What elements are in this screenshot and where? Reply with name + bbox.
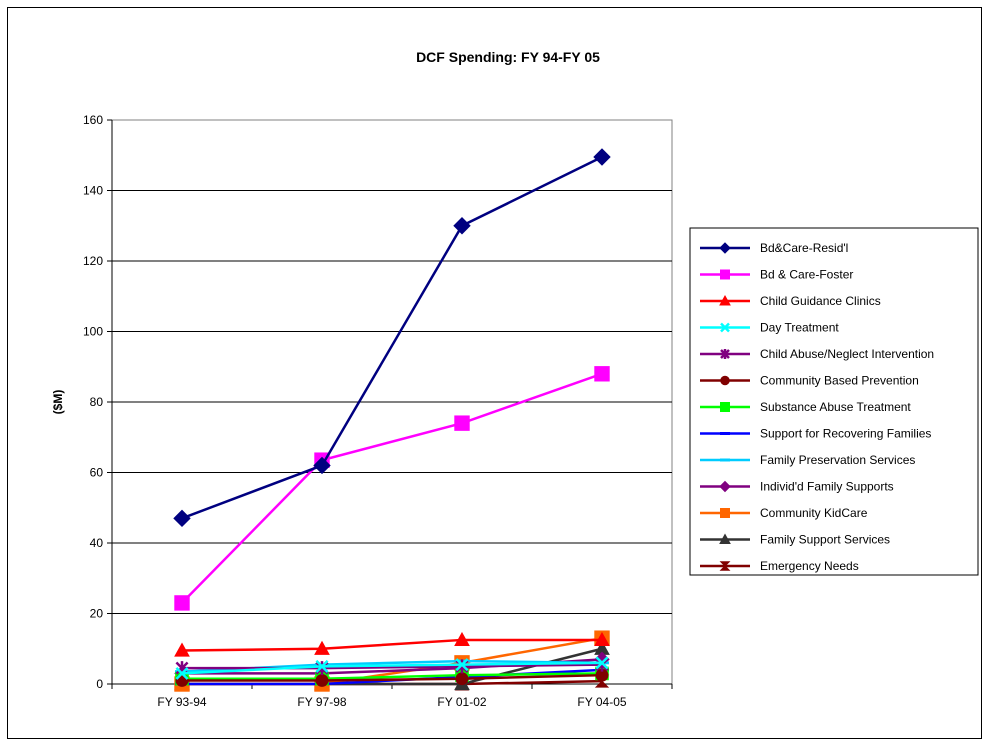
legend-marker	[719, 561, 731, 571]
legend-marker	[720, 322, 730, 333]
y-tick-label: 80	[90, 395, 104, 409]
chart-frame: DCF Spending: FY 94-FY 05 0 20 40 60 80 100 12…	[7, 7, 982, 739]
series-line	[181, 155, 603, 520]
data-point	[315, 659, 329, 673]
x-tick-label: FY 97-98	[297, 695, 346, 709]
legend-entry: Individ'd Family Supports	[700, 480, 894, 494]
y-tick-label: 0	[96, 677, 103, 691]
data-point	[593, 148, 611, 166]
series-line	[182, 673, 603, 682]
chart-canvas: DCF Spending: FY 94-FY 05 0 20 40 60 80 100 12…	[51, 49, 979, 709]
data-point	[174, 642, 190, 657]
chart-title: DCF Spending: FY 94-FY 05	[416, 49, 600, 65]
legend-entry: Bd&Care-Resid'l	[700, 241, 848, 255]
series-line	[181, 638, 602, 652]
series-3	[175, 656, 609, 680]
series-2	[174, 631, 610, 657]
data-point	[315, 674, 329, 687]
legend-marker	[719, 294, 731, 306]
x-tick-label: FY 01-02	[437, 695, 486, 709]
legend-label: Individ'd Family Supports	[760, 480, 894, 494]
y-tick-label: 20	[90, 607, 104, 621]
y-tick-label: 40	[90, 536, 104, 550]
series-0	[173, 148, 611, 528]
data-point	[454, 415, 470, 431]
legend-marker	[720, 432, 730, 435]
legend-entry: Family Preservation Services	[700, 453, 915, 467]
legend-label: Bd&Care-Resid'l	[760, 241, 848, 255]
data-point	[594, 631, 610, 647]
data-point	[175, 666, 189, 680]
data-point	[594, 366, 610, 382]
legend-marker	[720, 458, 730, 462]
axes: 0 20 40 60 80 100 120 140 160 FY 93-94 FY 97-98 FY …	[83, 113, 673, 709]
legend-marker	[720, 349, 730, 359]
legend-entry: Community Based Prevention	[700, 374, 919, 388]
y-tick-label: 60	[90, 466, 104, 480]
legend-marker	[719, 533, 731, 544]
data-point	[454, 631, 470, 647]
legend-label: Bd & Care-Foster	[760, 268, 853, 282]
data-point	[595, 656, 609, 670]
legend-entry: Community KidCare	[700, 506, 868, 520]
legend-label: Family Preservation Services	[760, 453, 915, 467]
data-point	[314, 640, 330, 655]
legend-label: Child Abuse/Neglect Intervention	[760, 347, 934, 361]
legend-label: Substance Abuse Treatment	[760, 400, 911, 414]
data-point	[455, 658, 469, 672]
x-tick-label: FY 93-94	[157, 695, 206, 709]
legend-label: Child Guidance Clinics	[760, 294, 881, 308]
series-line	[181, 372, 603, 604]
y-tick-label: 100	[83, 325, 103, 339]
data-point	[313, 456, 331, 475]
legend-marker	[719, 480, 731, 493]
legend-entry: Family Support Services	[700, 533, 890, 547]
gridlines	[112, 190, 672, 614]
series-line	[182, 672, 603, 680]
legend-marker	[719, 242, 731, 254]
data-point	[173, 509, 191, 528]
series-line	[182, 663, 603, 670]
legend-box	[689, 227, 979, 576]
y-tick-label: 160	[83, 113, 103, 127]
legend-marker	[720, 269, 730, 280]
legend-label: Day Treatment	[760, 321, 839, 335]
data-point	[174, 595, 190, 611]
legend-entry: Bd & Care-Foster	[700, 268, 853, 282]
legend-entry: Child Guidance Clinics	[700, 294, 881, 308]
legend-entry: Child Abuse/Neglect Intervention	[700, 347, 934, 361]
legend-marker	[720, 375, 730, 386]
data-point	[455, 672, 469, 686]
series-1	[174, 366, 610, 611]
legend-entry: Emergency Needs	[700, 559, 859, 573]
legend-marker	[720, 508, 730, 518]
y-tick-label: 120	[83, 254, 103, 268]
x-tick-label: FY 04-05	[577, 695, 626, 709]
legend-entry: Substance Abuse Treatment	[700, 400, 911, 414]
legend-label: Emergency Needs	[760, 559, 859, 573]
legend-label: Community Based Prevention	[760, 374, 919, 388]
legend-entry: Day Treatment	[700, 321, 839, 335]
data-point	[453, 217, 471, 235]
legend-label: Support for Recovering Families	[760, 427, 931, 441]
legend-label: Family Support Services	[760, 533, 890, 547]
series-layer	[173, 148, 611, 692]
series-line	[181, 661, 603, 675]
y-tick-label: 140	[83, 184, 103, 198]
legend: Bd&Care-Resid'l Bd & Care-Foster Child Gui…	[689, 227, 979, 576]
legend-label: Community KidCare	[760, 506, 868, 520]
y-axis-label: ($M)	[51, 390, 65, 415]
legend-marker	[720, 402, 730, 412]
legend-entry: Support for Recovering Families	[700, 427, 931, 441]
